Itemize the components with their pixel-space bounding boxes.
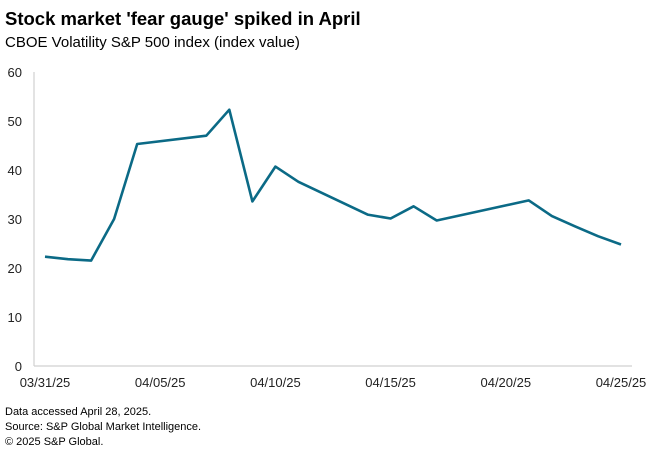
y-tick-label: 60 (8, 65, 22, 80)
y-tick-label: 20 (8, 261, 22, 276)
copyright-note: © 2025 S&P Global. (5, 436, 104, 448)
x-tick-label: 04/15/25 (365, 375, 416, 390)
y-tick-label: 50 (8, 114, 22, 129)
y-tick-label: 30 (8, 212, 22, 227)
data-accessed-note: Data accessed April 28, 2025. (5, 406, 152, 418)
chart-subtitle: CBOE Volatility S&P 500 index (index val… (5, 34, 300, 51)
line-chart: 0 10 20 30 40 50 60 03/31/25 04/05/25 04/10/25 04/… (8, 65, 647, 390)
series-line (44, 108, 622, 262)
source-note: Source: S&P Global Market Intelligence. (5, 421, 202, 433)
footer-notes: Data accessed April 28, 2025. Source: S&… (5, 405, 201, 450)
x-tick-label: 04/05/25 (135, 375, 186, 390)
y-tick-label: 0 (15, 359, 22, 374)
x-tick-label: 04/10/25 (250, 375, 301, 390)
chart-title: Stock market 'fear gauge' spiked in Apri… (5, 8, 361, 29)
y-tick-label: 40 (8, 163, 22, 178)
y-tick-label: 10 (8, 310, 22, 325)
x-tick-label: 03/31/25 (20, 375, 71, 390)
x-tick-label: 04/25/25 (596, 375, 647, 390)
x-tick-label: 04/20/25 (480, 375, 531, 390)
